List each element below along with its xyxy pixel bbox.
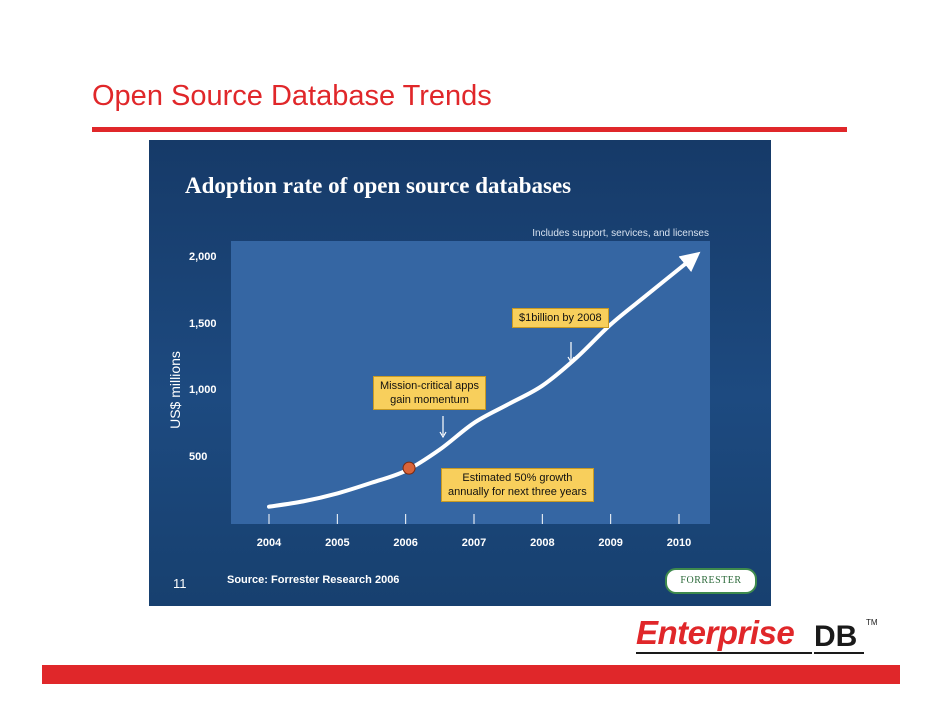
- trend-line: [267, 251, 701, 509]
- logo-db-text: DB: [814, 620, 858, 653]
- y-tick-label: 2,000: [189, 251, 217, 263]
- slide-title: Open Source Database Trends: [92, 80, 492, 112]
- annotation-line: gain momentum: [390, 394, 469, 406]
- chart-panel: Adoption rate of open source databases I…: [149, 140, 771, 606]
- slide-number: 11: [173, 576, 187, 591]
- x-tick-marks: [268, 514, 680, 524]
- annotation-line: annually for next three years: [448, 486, 587, 498]
- annotation-line: Estimated 50% growth: [462, 472, 573, 484]
- logo-tm: TM: [866, 618, 878, 627]
- y-tick-label: 1,000: [189, 384, 217, 396]
- annotation-billion: $1billion by 2008: [512, 308, 609, 328]
- logo-enterprise-text: Enterprise: [636, 614, 795, 651]
- logo-underline: [814, 652, 864, 654]
- logo-underline: [636, 652, 812, 654]
- x-tick-label: 2007: [461, 537, 487, 549]
- forrester-logo: FORRESTER: [665, 568, 757, 594]
- annotation-growth: Estimated 50% growth annually for next t…: [441, 468, 594, 502]
- title-rule: [92, 127, 847, 132]
- annotation-line: $1billion by 2008: [519, 312, 602, 324]
- callout-arrowhead: [439, 431, 447, 439]
- y-tick-label: 500: [189, 450, 208, 463]
- x-tick-label: 2006: [393, 537, 418, 549]
- x-tick-label: 2010: [666, 537, 692, 549]
- annotation-line: Mission-critical apps: [380, 380, 480, 392]
- x-tick-label: 2009: [598, 537, 623, 549]
- x-tick-label: 2004: [256, 537, 282, 549]
- y-tick-label: 1,500: [189, 317, 217, 330]
- chart-svg: [267, 251, 701, 524]
- callout-arrowhead: [567, 356, 575, 364]
- annotation-mission-critical: Mission-critical apps gain momentum: [373, 376, 487, 410]
- chart-note: Includes support, services, and licenses: [532, 228, 709, 239]
- forrester-logo-text: FORRESTER: [680, 575, 742, 586]
- enterprisedb-logo: Enterprise DB TM: [636, 614, 882, 656]
- source-text: Source: Forrester Research 2006: [227, 574, 400, 586]
- x-tick-label: 2005: [325, 537, 350, 549]
- footer-bar: [42, 665, 900, 684]
- highlight-point: [402, 461, 416, 475]
- x-tick-label: 2008: [530, 537, 555, 549]
- chart-title: Adoption rate of open source databases: [185, 173, 572, 198]
